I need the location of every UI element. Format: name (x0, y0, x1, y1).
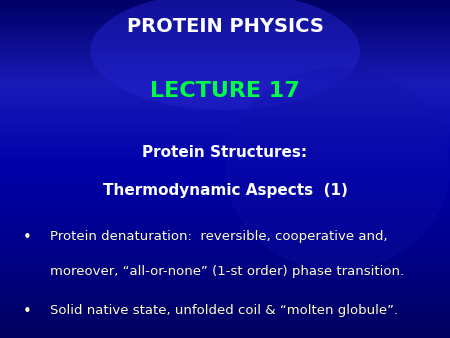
Text: •: • (22, 304, 31, 319)
Text: Thermodynamic Aspects  (1): Thermodynamic Aspects (1) (103, 183, 347, 197)
Text: Solid native state, unfolded coil & “molten globule”.: Solid native state, unfolded coil & “mol… (50, 304, 398, 317)
Text: moreover, “all-or-none” (1-st order) phase transition.: moreover, “all-or-none” (1-st order) pha… (50, 265, 404, 278)
Ellipse shape (90, 0, 360, 110)
Text: Protein Structures:: Protein Structures: (143, 145, 307, 160)
Text: PROTEIN PHYSICS: PROTEIN PHYSICS (126, 17, 324, 36)
Ellipse shape (225, 68, 450, 270)
Text: •: • (22, 230, 31, 245)
Text: LECTURE 17: LECTURE 17 (150, 81, 300, 101)
Text: Protein denaturation:  reversible, cooperative and,: Protein denaturation: reversible, cooper… (50, 230, 387, 243)
